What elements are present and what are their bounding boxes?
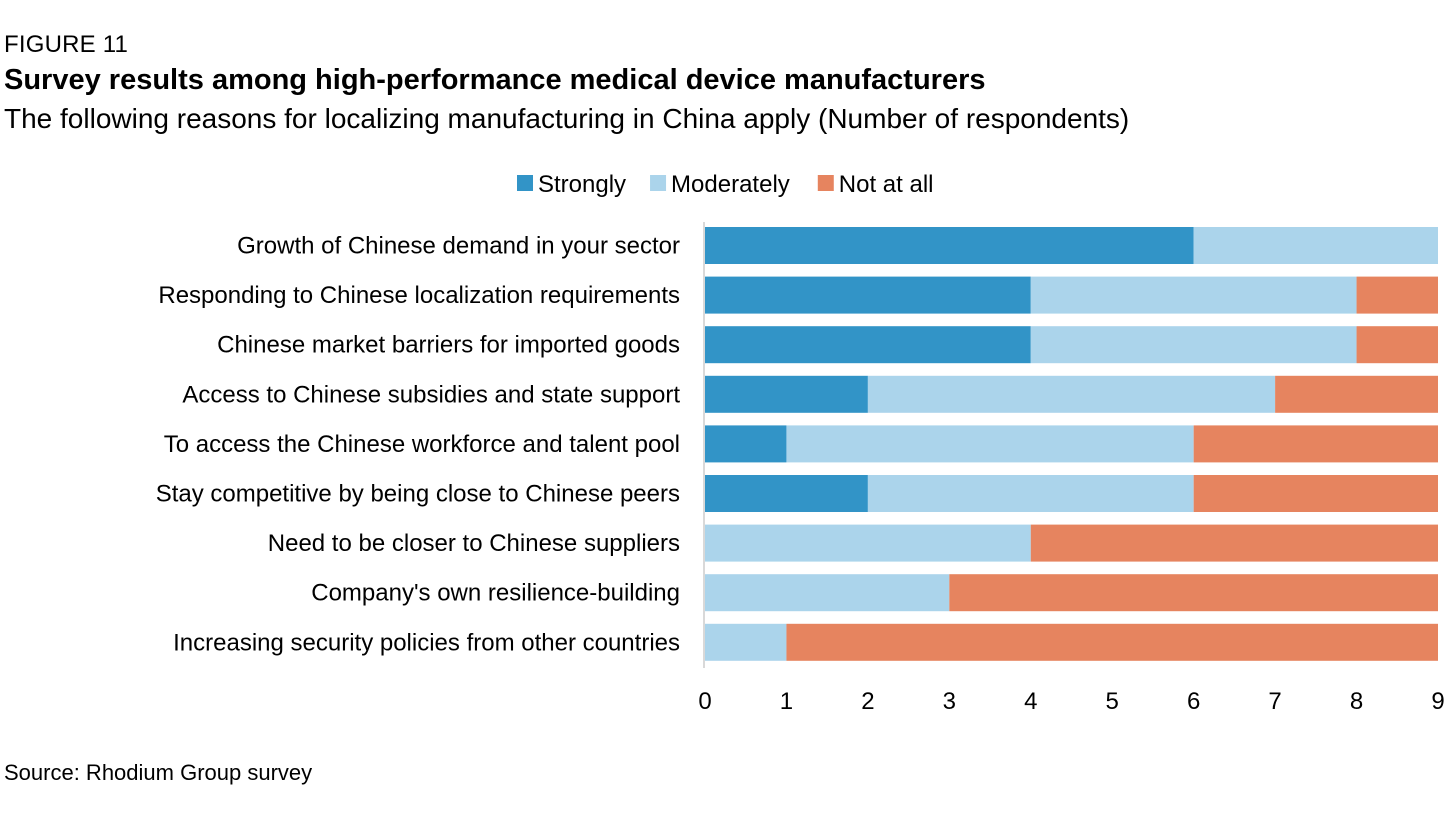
bar-row (705, 425, 1438, 463)
bar-strongly (705, 425, 787, 463)
bar-strongly (705, 227, 1194, 264)
legend-label-strongly: Strongly (538, 171, 626, 198)
chart-legend: Strongly Moderately Not at all (517, 171, 934, 198)
bar-row (705, 326, 1438, 364)
category-label: To access the Chinese workforce and tale… (164, 431, 680, 458)
bar-moderately (1193, 227, 1438, 264)
category-label: Responding to Chinese localization requi… (158, 282, 680, 309)
category-label: Need to be closer to Chinese suppliers (268, 530, 680, 557)
x-tick-label: 0 (698, 688, 711, 715)
x-tick-label: 6 (1187, 688, 1200, 715)
bar-moderately (705, 524, 1031, 562)
bar-not-at-all (1193, 425, 1438, 463)
category-label: Access to Chinese subsidies and state su… (182, 381, 680, 408)
bar-row (705, 227, 1438, 264)
x-tick-label: 8 (1350, 688, 1363, 715)
x-tick-label: 9 (1431, 688, 1444, 715)
category-label: Company's own resilience-building (311, 580, 680, 607)
x-tick-label: 4 (1024, 688, 1037, 715)
x-tick-label: 1 (780, 688, 793, 715)
bar-moderately (867, 475, 1194, 512)
category-label: Chinese market barriers for imported goo… (217, 332, 680, 359)
legend-label-moderately: Moderately (671, 171, 790, 198)
bar-moderately (1030, 276, 1357, 314)
legend-label-not-at-all: Not at all (839, 171, 934, 198)
chart-subtitle: The following reasons for localizing man… (4, 103, 1130, 134)
bar-not-at-all (1356, 276, 1438, 314)
figure-label: FIGURE 11 (4, 31, 129, 58)
x-tick-label: 5 (1106, 688, 1119, 715)
bar-moderately (867, 375, 1276, 413)
bar-not-at-all (1275, 375, 1438, 413)
bar-row (705, 276, 1438, 314)
bar-moderately (786, 425, 1194, 463)
bar-strongly (705, 326, 1031, 364)
bar-moderately (705, 574, 950, 612)
bar-not-at-all (1193, 475, 1438, 512)
legend-swatch-strongly (517, 175, 533, 191)
category-label: Growth of Chinese demand in your sector (237, 233, 680, 260)
bar-row (705, 375, 1438, 413)
source-note: Source: Rhodium Group survey (4, 760, 313, 785)
legend-swatch-moderately (650, 175, 667, 191)
x-tick-label: 2 (861, 688, 874, 715)
x-tick-label: 7 (1268, 688, 1281, 715)
bar-row (705, 524, 1438, 562)
bar-row (705, 475, 1438, 512)
bar-not-at-all (786, 623, 1438, 661)
category-label: Stay competitive by being close to Chine… (156, 481, 680, 508)
category-label: Increasing security policies from other … (173, 629, 680, 656)
bar-not-at-all (1356, 326, 1438, 364)
bar-strongly (705, 276, 1031, 314)
bar-moderately (705, 623, 787, 661)
bar-row (705, 623, 1438, 661)
legend-swatch-not-at-all (817, 175, 834, 191)
bar-strongly (705, 475, 868, 512)
bar-moderately (1030, 326, 1357, 364)
chart-title: Survey results among high-performance me… (4, 64, 986, 96)
x-tick-label: 3 (943, 688, 956, 715)
bar-not-at-all (1030, 524, 1438, 562)
bar-not-at-all (949, 574, 1438, 612)
bar-row (705, 574, 1438, 612)
bar-strongly (705, 375, 868, 413)
